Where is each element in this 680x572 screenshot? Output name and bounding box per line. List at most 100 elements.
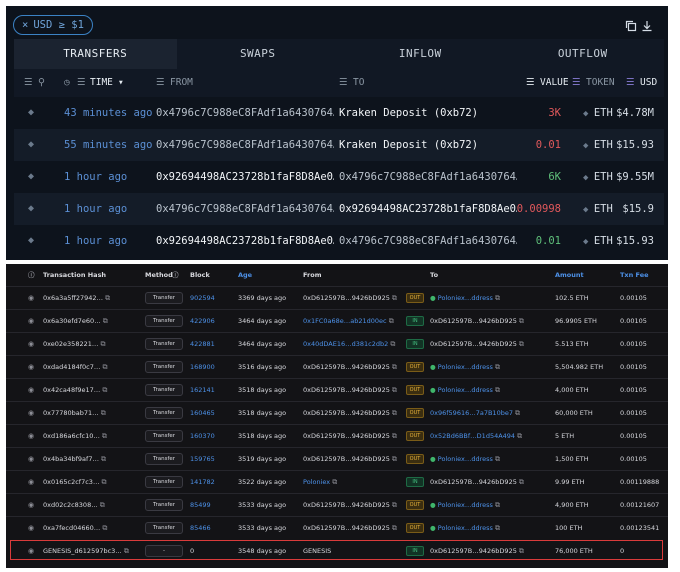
transfer-row[interactable]: ◆ 1 hour ago 0x4796c7C988eC8FAdf1a643076… (14, 193, 664, 225)
tx-from[interactable]: 0xD612597B…9426bD925 ⧉ (303, 356, 397, 378)
from-column-header[interactable]: FROM (170, 77, 193, 88)
copy-icon[interactable]: ⧉ (102, 386, 108, 394)
eye-icon[interactable]: ◉ (28, 363, 35, 371)
tx-hash[interactable]: 0x6a30efd7e60… ⧉ (43, 310, 108, 332)
tx-to-text[interactable]: 0x52Bd6BBf…D1d54A494 (430, 432, 516, 440)
tx-from[interactable]: 0xD612597B…9426bD925 ⧉ (303, 402, 397, 424)
tx-hash-text[interactable]: 0x6a3a5ff27942… (43, 294, 104, 302)
tx-to-text[interactable]: Poloniex…ddress (437, 524, 493, 532)
copy-icon[interactable]: ⧉ (517, 432, 523, 440)
block-number[interactable]: 159765 (190, 455, 215, 463)
transfer-to[interactable]: Kraken Deposit (0xb72) (339, 107, 479, 119)
copy-icon[interactable]: ⧉ (99, 501, 105, 509)
download-icon[interactable] (640, 20, 654, 34)
tx-from-text[interactable]: 0xD612597B…9426bD925 (303, 409, 390, 417)
transfer-from[interactable]: 0x4796c7C988eC8FAdf1a6430764… (156, 107, 334, 119)
tx-from-text[interactable]: 0x40dDAE16…d381c2db2 (303, 340, 389, 348)
transfer-from[interactable]: 0x4796c7C988eC8FAdf1a6430764… (156, 203, 334, 215)
sort-desc-icon[interactable]: ▾ (118, 77, 124, 88)
tx-from-text[interactable]: 0xD612597B…9426bD925 (303, 294, 390, 302)
eye-icon[interactable]: ◉ (28, 524, 35, 532)
copy-icon[interactable]: ⧉ (390, 340, 396, 348)
transaction-row[interactable]: ◉ 0x0165c2cf7c3… ⧉ Transfer 141782 3522 … (6, 470, 668, 493)
filter-icon[interactable]: ☰ (526, 77, 535, 88)
copy-icon[interactable]: ⧉ (100, 340, 106, 348)
eye-icon[interactable]: ◉ (28, 409, 35, 417)
eye-icon[interactable]: ◉ (28, 294, 35, 302)
transaction-row[interactable]: ◉ 0xdad4184f0c7… ⧉ Transfer 168900 3516 … (6, 355, 668, 378)
block-number[interactable]: 162141 (190, 386, 215, 394)
transaction-row[interactable]: ◉ 0x77780bab71… ⧉ Transfer 160465 3518 d… (6, 401, 668, 424)
tx-from-text[interactable]: 0xD612597B…9426bD925 (303, 455, 390, 463)
eye-icon[interactable]: ◉ (28, 317, 35, 325)
tx-to-text[interactable]: Poloniex…ddress (437, 294, 493, 302)
block-number[interactable]: 160465 (190, 409, 215, 417)
transfer-to[interactable]: 0x92694498AC23728b1faF8D8Ae0… (339, 203, 517, 215)
transfer-token[interactable]: ◆ ETH (583, 161, 613, 194)
tx-hash[interactable]: 0xa7fecd04660… ⧉ (43, 517, 107, 539)
block-number[interactable]: 422881 (190, 340, 215, 348)
transaction-row[interactable]: ◉ 0xa7fecd04660… ⧉ Transfer 85466 3533 d… (6, 516, 668, 539)
copy-icon[interactable]: ⧉ (101, 455, 107, 463)
tx-from[interactable]: 0x40dDAE16…d381c2db2 ⧉ (303, 333, 395, 355)
tx-to-text[interactable]: Poloniex…ddress (437, 363, 493, 371)
copy-icon[interactable]: ⧉ (102, 317, 108, 325)
copy-icon[interactable]: ⧉ (391, 455, 397, 463)
tx-from-text[interactable]: 0xD612597B…9426bD925 (303, 524, 390, 532)
transaction-row[interactable]: ◉ 0x6a30efd7e60… ⧉ Transfer 422906 3464 … (6, 309, 668, 332)
transfer-row[interactable]: ◆ 55 minutes ago 0x4796c7C988eC8FAdf1a64… (14, 129, 664, 161)
close-icon[interactable]: × (22, 19, 29, 31)
transfer-row[interactable]: ◆ 1 hour ago 0x92694498AC23728b1faF8D8Ae… (14, 225, 664, 257)
tx-from-text[interactable]: 0xD612597B…9426bD925 (303, 501, 390, 509)
block-number[interactable]: 160370 (190, 432, 215, 440)
tx-hash[interactable]: 0xd02c2c8308… ⧉ (43, 494, 105, 516)
tx-from[interactable]: Poloniex ⧉ (303, 471, 337, 493)
block-number[interactable]: 85499 (190, 501, 211, 509)
tx-hash-text[interactable]: 0x4ba34bf9af7… (43, 455, 99, 463)
tx-to-text[interactable]: 0xD612597B…9426bD925 (430, 317, 517, 325)
block-number[interactable]: 422906 (190, 317, 215, 325)
transfer-time[interactable]: 43 minutes ago (64, 107, 153, 119)
tx-hash[interactable]: 0xd186a6cfc10… ⧉ (43, 425, 107, 447)
copy-icon[interactable]: ⧉ (391, 432, 397, 440)
filter-icon[interactable]: ☰ (156, 77, 165, 88)
tx-from-text[interactable]: 0xD612597B…9426bD925 (303, 386, 390, 394)
tx-hash[interactable]: 0x42ca48f9e17… ⧉ (43, 379, 107, 401)
tx-to[interactable]: 0x52Bd6BBf…D1d54A494 ⧉ (430, 425, 522, 447)
tx-to[interactable]: ● Poloniex…ddress ⧉ (430, 494, 500, 516)
tab-inflow[interactable]: INFLOW (339, 39, 502, 69)
copy-icon[interactable]: ⧉ (391, 294, 397, 302)
tx-from[interactable]: 0xD612597B…9426bD925 ⧉ (303, 287, 397, 309)
eye-icon[interactable]: ◉ (28, 455, 35, 463)
transaction-row[interactable]: ◉ 0xe02e358221… ⧉ Transfer 422881 3464 d… (6, 332, 668, 355)
copy-icon[interactable]: ⧉ (495, 455, 500, 463)
transfer-time[interactable]: 1 hour ago (64, 171, 128, 183)
tx-to-text[interactable]: 0x96f59616…7a7B10be7 (430, 409, 513, 417)
tx-hash-text[interactable]: 0x0165c2cf7c3… (43, 478, 100, 486)
tx-to-text[interactable]: Poloniex…ddress (437, 501, 493, 509)
tx-hash-text[interactable]: 0xe02e358221… (43, 340, 99, 348)
copy-icon[interactable]: ⧉ (102, 524, 108, 532)
transfer-token[interactable]: ◆ ETH (583, 97, 613, 130)
copy-icon[interactable]: ⧉ (495, 524, 500, 532)
transfer-time[interactable]: 1 hour ago (64, 235, 128, 247)
transfer-time[interactable]: 55 minutes ago (64, 139, 153, 151)
eye-icon[interactable]: ◉ (28, 340, 35, 348)
copy-icon[interactable]: ⧉ (518, 317, 524, 325)
copy-icon[interactable]: ⧉ (100, 409, 106, 417)
transaction-row[interactable]: ◉ 0xd02c2c8308… ⧉ Transfer 85499 3533 da… (6, 493, 668, 516)
link-icon[interactable]: ⚲ (38, 77, 45, 88)
filter-icon[interactable]: ☰ (77, 77, 86, 88)
tx-to-text[interactable]: Poloniex…ddress (437, 455, 493, 463)
tx-hash[interactable]: 0x0165c2cf7c3… ⧉ (43, 471, 107, 493)
copy-icon[interactable]: ⧉ (101, 432, 107, 440)
usd-column-header[interactable]: USD (640, 77, 658, 88)
amount-column-header[interactable]: Amount (555, 271, 584, 279)
copy-icon[interactable]: ⧉ (391, 501, 397, 509)
transfer-row[interactable]: ◆ 1 hour ago 0x92694498AC23728b1faF8D8Ae… (14, 161, 664, 193)
copy-icon[interactable]: ⧉ (495, 386, 500, 394)
transfer-time[interactable]: 1 hour ago (64, 203, 128, 215)
tx-hash-text[interactable]: 0x42ca48f9e17… (43, 386, 101, 394)
tx-hash-text[interactable]: 0x77780bab71… (43, 409, 99, 417)
copy-icon[interactable]: ⧉ (391, 363, 397, 371)
